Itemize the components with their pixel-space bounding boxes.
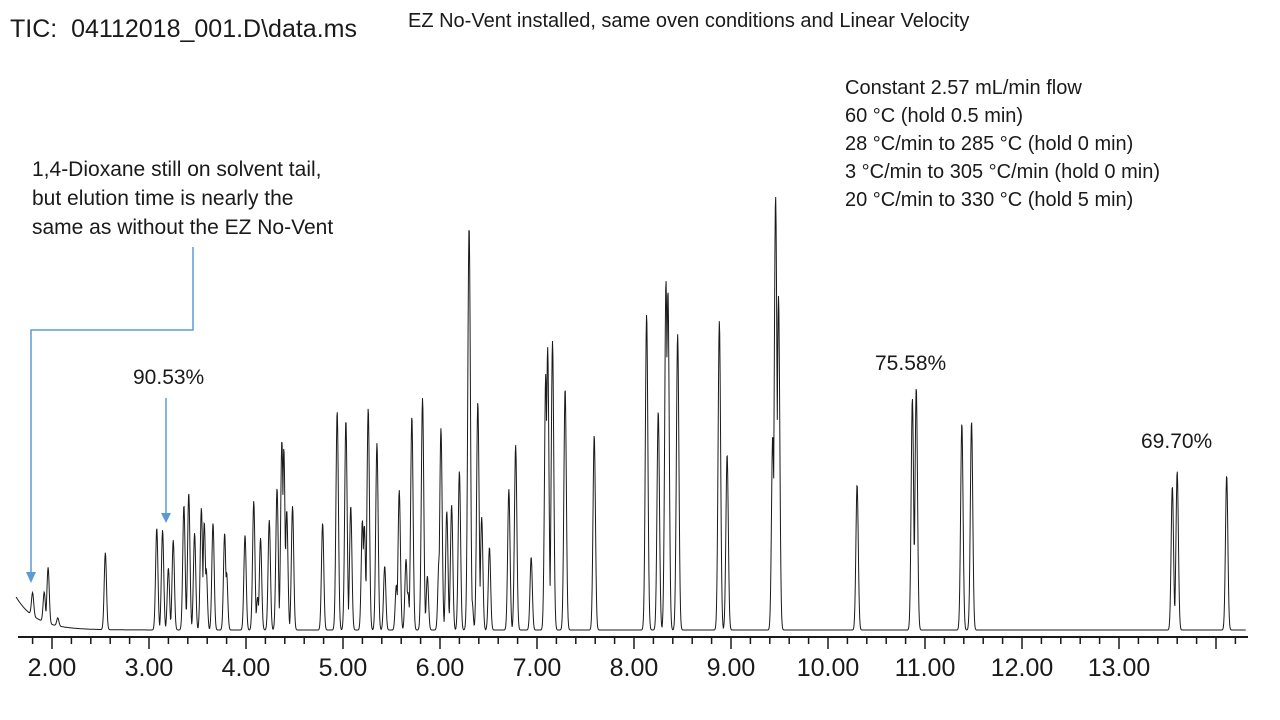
slide-subtitle: EZ No-Vent installed, same oven conditio… bbox=[408, 10, 970, 32]
method-line: Constant 2.57 mL/min flow bbox=[845, 77, 1082, 99]
method-line: 60 °C (hold 0.5 min) bbox=[845, 105, 1024, 127]
match-90-arrow bbox=[161, 398, 171, 523]
x-tick-label: 5.00 bbox=[319, 654, 368, 682]
x-tick-label: 2.00 bbox=[28, 654, 77, 682]
match-quality-label-75: 75.58% bbox=[875, 352, 947, 375]
method-line: 20 °C/min to 330 °C (hold 5 min) bbox=[845, 189, 1134, 211]
x-tick-label: 11.00 bbox=[895, 654, 956, 682]
match-quality-label-69: 69.70% bbox=[1141, 430, 1213, 453]
x-tick-label: 6.00 bbox=[416, 654, 465, 682]
tic-filename-title: TIC: 04112018_001.D\data.ms bbox=[10, 15, 357, 43]
x-tick-label: 12.00 bbox=[991, 654, 1054, 682]
method-line: 3 °C/min to 305 °C/min (hold 0 min) bbox=[845, 161, 1160, 183]
tic-trace bbox=[15, 196, 1246, 631]
dioxane-connector-arrow bbox=[26, 247, 194, 583]
dioxane-annotation-note: 1,4-Dioxane still on solvent tail, but e… bbox=[32, 158, 334, 239]
method-conditions-block: Constant 2.57 mL/min flow 60 °C (hold 0.… bbox=[845, 74, 1160, 214]
x-tick-label: 10.00 bbox=[797, 654, 860, 682]
x-tick-label: 8.00 bbox=[610, 654, 659, 682]
x-tick-label: 13.00 bbox=[1088, 654, 1151, 682]
x-tick-label: 9.00 bbox=[707, 654, 756, 682]
match-quality-label-90: 90.53% bbox=[133, 366, 205, 389]
x-tick-label: 7.00 bbox=[513, 654, 562, 682]
x-tick-label: 3.00 bbox=[125, 654, 174, 682]
method-line: 28 °C/min to 285 °C (hold 0 min) bbox=[845, 133, 1134, 155]
x-tick-label: 4.00 bbox=[222, 654, 271, 682]
x-axis: 2.00 3.00 4.00 5.00 6.00 7.00 8.00 9.00 10.00 11.… bbox=[18, 636, 1248, 682]
